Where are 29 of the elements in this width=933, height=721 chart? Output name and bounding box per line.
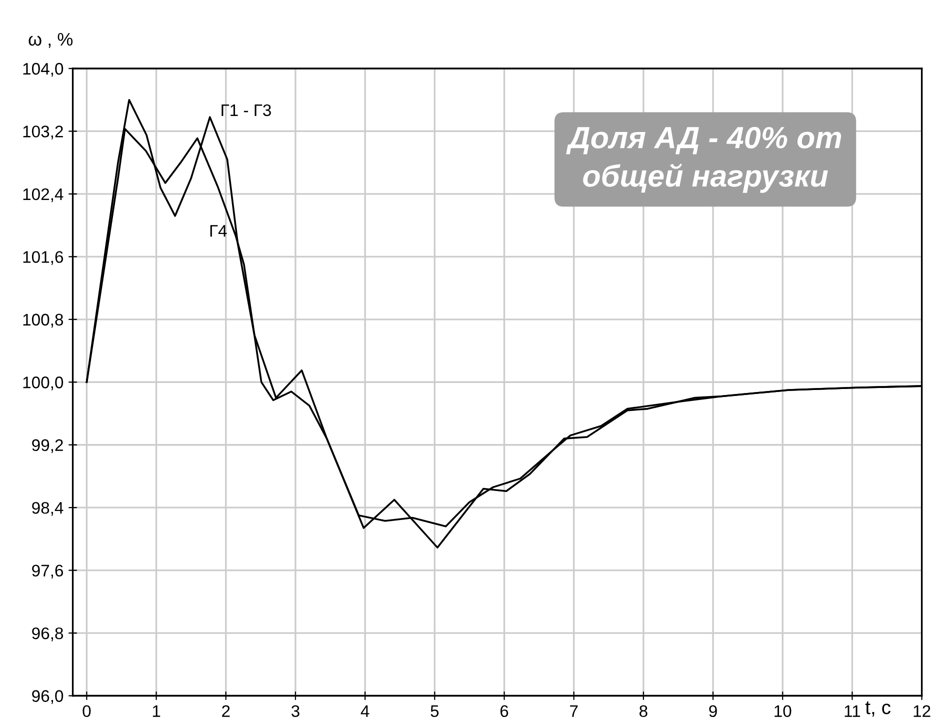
y-tick-label: 97,6 xyxy=(32,564,64,578)
annotation: Доля АД - 40% от общей нагрузки xyxy=(566,126,842,193)
x-axis-title: t, c xyxy=(865,702,891,717)
y-tick-label: 96,8 xyxy=(32,627,64,642)
x-tick-label: 9 xyxy=(709,705,717,718)
y-tick-label: 102,4 xyxy=(23,188,64,202)
x-tick-label: 7 xyxy=(570,705,578,717)
x-tick-label: 5 xyxy=(430,705,439,718)
y-tick-label: 103,2 xyxy=(23,126,63,140)
x-tick-label: 0 xyxy=(82,705,91,718)
y-axis-title: ω , % xyxy=(28,33,73,48)
x-tick-label: 11 xyxy=(844,705,860,717)
x-tick-label: 4 xyxy=(360,705,370,717)
x-tick-label: 3 xyxy=(291,705,300,718)
series-label: Г4 xyxy=(210,225,227,237)
y-tick-label: 104,0 xyxy=(23,62,64,77)
y-tick-label: 99,2 xyxy=(32,439,63,454)
y-tick-label: 100,0 xyxy=(23,376,64,390)
x-tick-label: 10 xyxy=(774,705,792,718)
x-tick-label: 12 xyxy=(914,705,930,717)
x-tick-label: 8 xyxy=(640,705,648,718)
y-tick-label: 96,0 xyxy=(32,690,64,704)
x-tick-label: 6 xyxy=(500,705,508,718)
y-tick-label: 100,8 xyxy=(23,314,64,328)
series-label: Г1 - Г3 xyxy=(222,104,271,116)
x-tick-label: 2 xyxy=(222,705,230,717)
y-tick-label: 98,4 xyxy=(32,502,64,516)
x-tick-label: 1 xyxy=(152,705,160,717)
y-tick-label: 101,6 xyxy=(23,251,64,265)
